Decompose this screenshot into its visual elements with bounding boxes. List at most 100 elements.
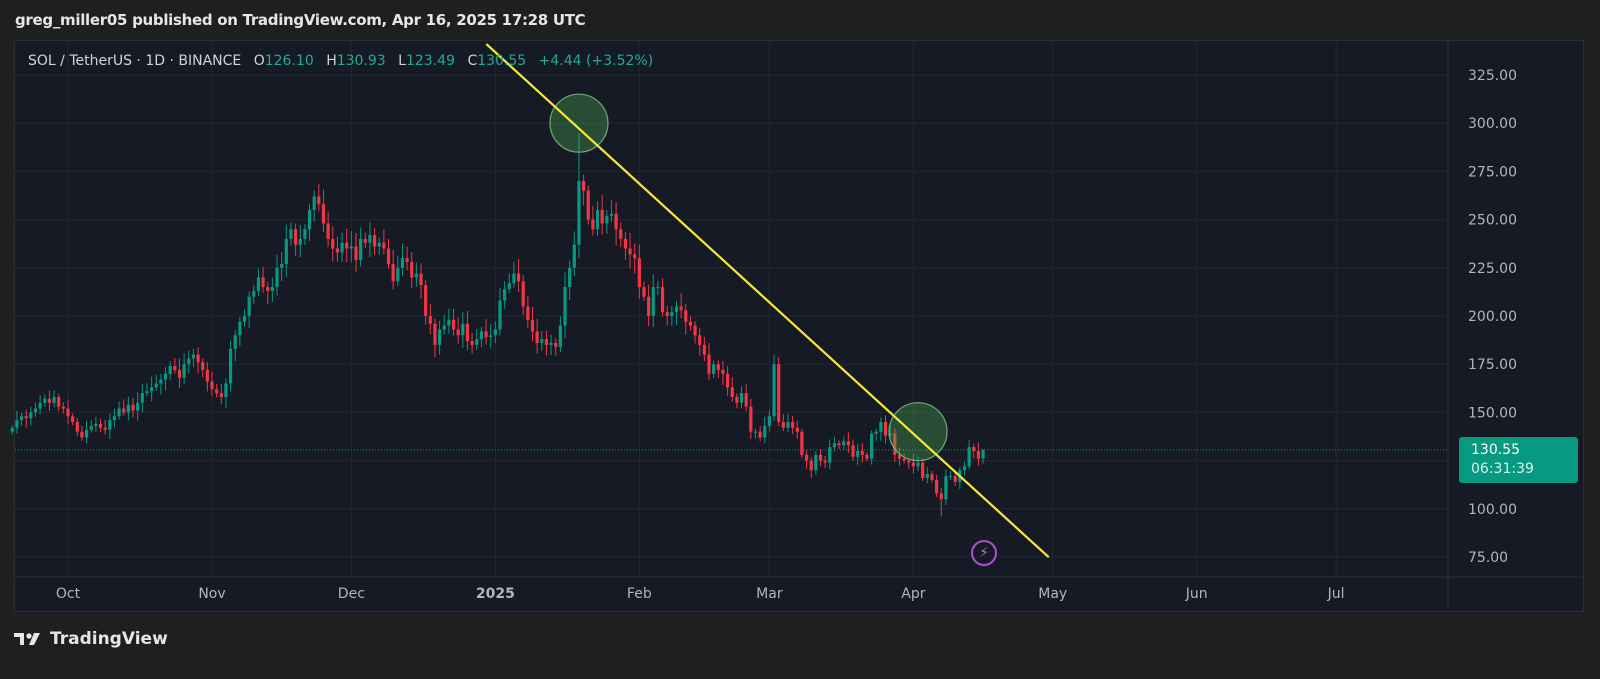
candle-body [521,281,525,307]
candle-body [897,454,902,459]
candle-body [670,312,674,316]
candle-body [317,196,321,205]
x-tick-label: Dec [338,586,365,602]
candle-body [396,267,400,282]
candle-body [187,358,191,365]
candle-body [688,321,693,326]
candle-body [716,364,720,370]
candle-body [424,285,428,316]
candle-body [284,238,288,264]
candle-body [126,404,130,413]
symbol-name[interactable]: SOL / TetherUS · 1D · BINANCE [28,53,242,69]
candle-body [614,213,618,230]
candle-body [665,312,669,316]
candle-body [804,454,809,461]
candle-body [693,325,697,336]
candle-body [846,441,850,446]
candle-body [280,263,284,268]
brand-name: TradingView [50,629,168,649]
candle-body [651,287,655,316]
candle-body [828,447,832,463]
x-tick-label: Mar [756,586,783,602]
candle-body [405,258,409,263]
candle-body [270,287,274,291]
y-tick-label: 275.00 [1468,164,1517,180]
candle-body [108,420,112,430]
candle-body [94,423,98,426]
candle-body [544,339,549,345]
candle-body [749,406,753,432]
candle-body [247,296,251,316]
candle-body [935,479,939,494]
candle-body [503,289,507,301]
high-value: 130.93 [336,53,386,69]
candle-body [340,242,344,253]
candle-body [744,393,748,407]
candle-body [400,258,405,268]
candle-body [428,316,432,324]
candle-body [331,238,335,249]
candle-body [739,393,744,403]
candle-body [879,422,883,432]
candle-body [47,398,52,403]
tradingview-logo-icon [14,633,40,645]
candle-body [698,335,702,345]
candle-body [948,476,953,478]
candle-body [772,364,776,417]
candle-body [71,416,75,423]
candle-body [359,238,363,261]
candle-body [609,213,614,216]
candle-body [721,369,725,374]
candle-body [117,408,121,417]
candle-body [159,379,163,384]
candle-body [112,416,117,421]
x-tick-label: May [1038,586,1067,602]
candle-body [526,306,530,320]
tradingview-footer[interactable]: TradingView [14,629,168,649]
candle-body [586,190,590,220]
candle-body [944,476,948,500]
candle-body [916,462,920,467]
candle-body [61,406,65,409]
candle-body [38,402,42,409]
candle-body [595,209,600,230]
candle-body [191,354,196,359]
candle-body [623,238,627,249]
candle-body [642,287,646,297]
candle-body [581,181,586,191]
candle-body [19,416,24,421]
candle-body [493,329,497,336]
candle-body [410,262,414,278]
candle-body [939,493,943,500]
candle-body [386,248,391,264]
candle-body [800,431,804,455]
candle-body [558,325,562,347]
candle-body [303,229,307,239]
candle-body [80,431,84,438]
candle-body [335,248,340,253]
candle-body [600,209,604,224]
high-label: H [326,53,337,69]
trendline [485,43,1050,559]
candle-body [837,443,841,446]
candle-body [103,427,107,430]
candle-body [832,443,837,448]
candle-body [563,287,567,326]
candle-body [201,362,205,370]
candle-body [791,422,795,428]
candle-body [925,474,929,478]
chart-pane[interactable] [14,40,1584,612]
candle-body [814,454,818,471]
y-tick-label: 75.00 [1468,550,1508,566]
x-tick-label: Jun [1185,586,1208,602]
candle-body [154,383,158,388]
candle-body [512,273,516,284]
candle-body [786,422,790,428]
candle-body [43,398,47,403]
candle-body [660,287,665,313]
lightning-bolt-icon[interactable]: ⚡ [971,540,997,566]
candle-body [767,416,771,426]
candle-body [758,431,762,438]
x-tick-label: Nov [198,586,225,602]
